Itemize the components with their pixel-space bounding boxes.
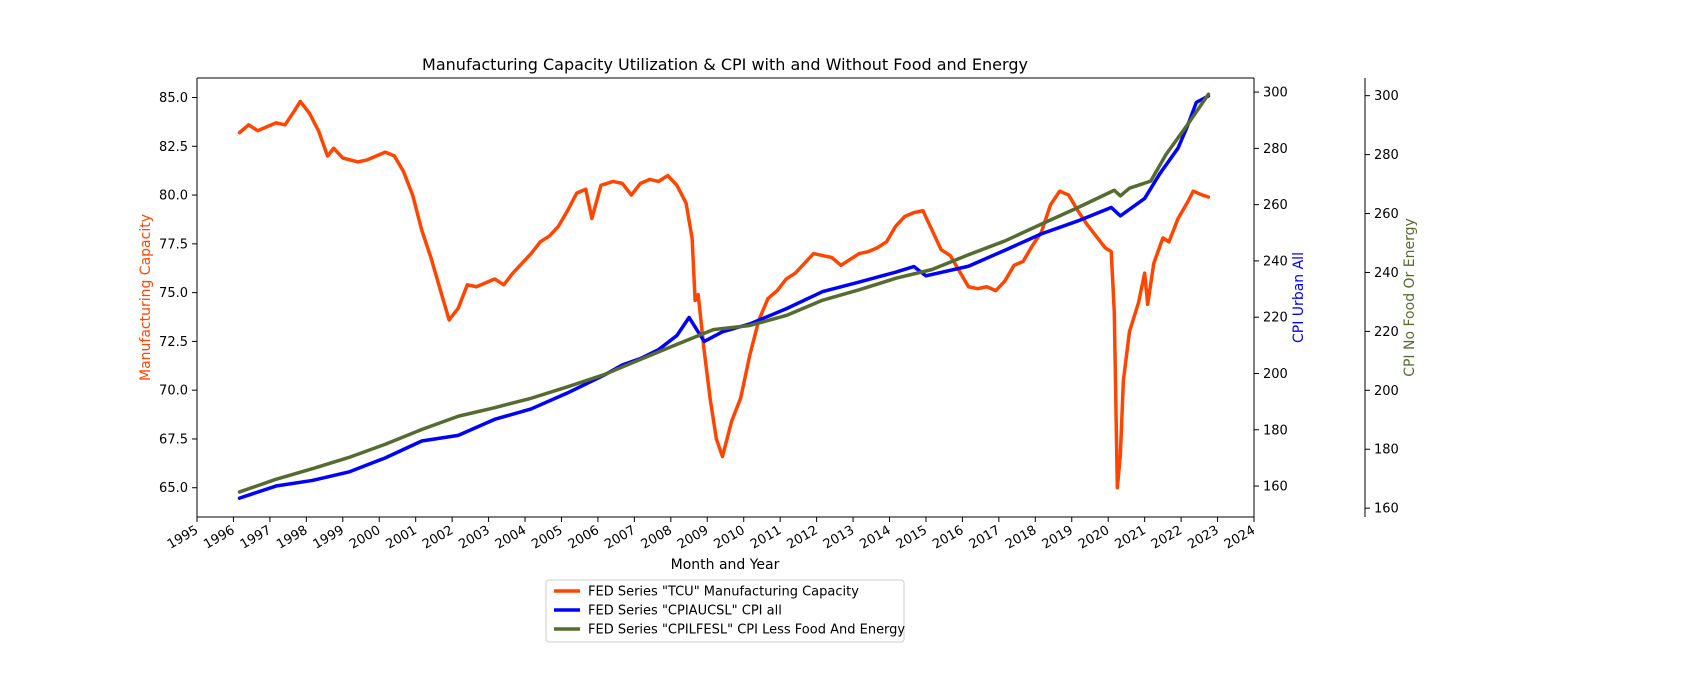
right_outer-y-tick-label: 240 xyxy=(1374,266,1399,281)
x-tick-label: 2010 xyxy=(712,523,748,553)
x-tick-label: 2008 xyxy=(639,523,675,553)
x-tick-label: 2022 xyxy=(1149,523,1185,553)
right-y-tick-label: 260 xyxy=(1263,198,1288,213)
right-y-tick-label: 200 xyxy=(1263,367,1288,382)
x-tick-label: 2004 xyxy=(493,523,529,553)
x-tick-label: 2012 xyxy=(784,523,820,553)
left-y-tick-label: 65.0 xyxy=(159,481,188,496)
right-y-tick-label: 280 xyxy=(1263,142,1288,157)
x-tick-label: 2020 xyxy=(1076,523,1112,553)
right-y-tick-label: 160 xyxy=(1263,480,1288,495)
legend-label-2: FED Series "CPIAUCSL" CPI all xyxy=(588,604,782,619)
x-tick-label: 1997 xyxy=(238,523,274,553)
x-tick-label: 2023 xyxy=(1185,523,1221,553)
right_outer-y-tick-label: 260 xyxy=(1374,207,1399,222)
series-line-1 xyxy=(237,99,1211,490)
x-tick-label: 2007 xyxy=(602,523,638,553)
right-outer-axis-title: CPI No Food Or Energy xyxy=(1402,218,1418,377)
left-axis-title: Manufacturing Capacity xyxy=(138,214,154,381)
x-tick-label: 2000 xyxy=(347,523,383,553)
x-tick-label: 2013 xyxy=(821,523,857,553)
left-y-tick-label: 70.0 xyxy=(159,384,188,399)
x-tick-label: 1996 xyxy=(201,523,237,553)
x-axis-title: Month and Year xyxy=(671,557,780,573)
chart-marks: 1995 1996 1997 1998 1999 2000 2001 2002 2003 2004… xyxy=(159,77,1399,553)
x-tick-label: 2002 xyxy=(420,523,456,553)
x-tick-label: 2021 xyxy=(1112,523,1148,553)
chart-title: Manufacturing Capacity Utilization & CPI… xyxy=(422,55,1028,74)
right_outer-y-tick-label: 220 xyxy=(1374,325,1399,340)
x-tick-label: 2005 xyxy=(529,523,565,553)
x-tick-label: 2016 xyxy=(930,523,966,553)
x-tick-label: 2017 xyxy=(967,523,1003,553)
right-y-tick-label: 300 xyxy=(1263,86,1288,101)
x-tick-label: 2015 xyxy=(894,523,930,553)
legend-label-1: FED Series "TCU" Manufacturing Capacity xyxy=(588,585,859,600)
x-tick-label: 2019 xyxy=(1040,523,1076,553)
left-y-tick-label: 75.0 xyxy=(159,286,188,301)
x-tick-label: 2003 xyxy=(456,523,492,553)
legend-label-3: FED Series "CPILFESL" CPI Less Food And … xyxy=(588,623,905,638)
x-tick-label: 1995 xyxy=(165,523,201,553)
series-line-2 xyxy=(237,94,1211,500)
right-y-tick-label: 240 xyxy=(1263,254,1288,269)
x-tick-label: 2009 xyxy=(675,523,711,553)
right-y-tick-label: 220 xyxy=(1263,311,1288,326)
right_outer-y-tick-label: 180 xyxy=(1374,443,1399,458)
x-tick-label: 1998 xyxy=(274,523,310,553)
right-axis-title: CPI Urban All xyxy=(1291,252,1307,343)
left-y-tick-label: 67.5 xyxy=(159,432,188,447)
right-y-tick-label: 180 xyxy=(1263,423,1288,438)
left-y-tick-label: 72.5 xyxy=(159,335,188,350)
left-y-tick-label: 77.5 xyxy=(159,237,188,252)
right_outer-y-tick-label: 300 xyxy=(1374,89,1399,104)
x-tick-label: 2018 xyxy=(1003,523,1039,553)
x-tick-label: 2006 xyxy=(566,523,602,553)
right_outer-y-tick-label: 200 xyxy=(1374,384,1399,399)
series-line-3 xyxy=(237,92,1211,494)
x-tick-label: 2014 xyxy=(857,523,893,553)
x-tick-label: 1999 xyxy=(311,523,347,553)
left-y-tick-label: 80.0 xyxy=(159,189,188,204)
x-tick-label: 2024 xyxy=(1222,523,1258,553)
left-y-tick-label: 85.0 xyxy=(159,91,188,106)
x-tick-label: 2001 xyxy=(384,523,420,553)
x-tick-label: 2011 xyxy=(748,523,784,553)
legend-box xyxy=(545,579,905,643)
right_outer-y-tick-label: 160 xyxy=(1374,502,1399,517)
right_outer-y-tick-label: 280 xyxy=(1374,148,1399,163)
legend: FED Series "TCU" Manufacturing Capacity F… xyxy=(545,579,905,643)
left-y-tick-label: 82.5 xyxy=(159,140,188,155)
